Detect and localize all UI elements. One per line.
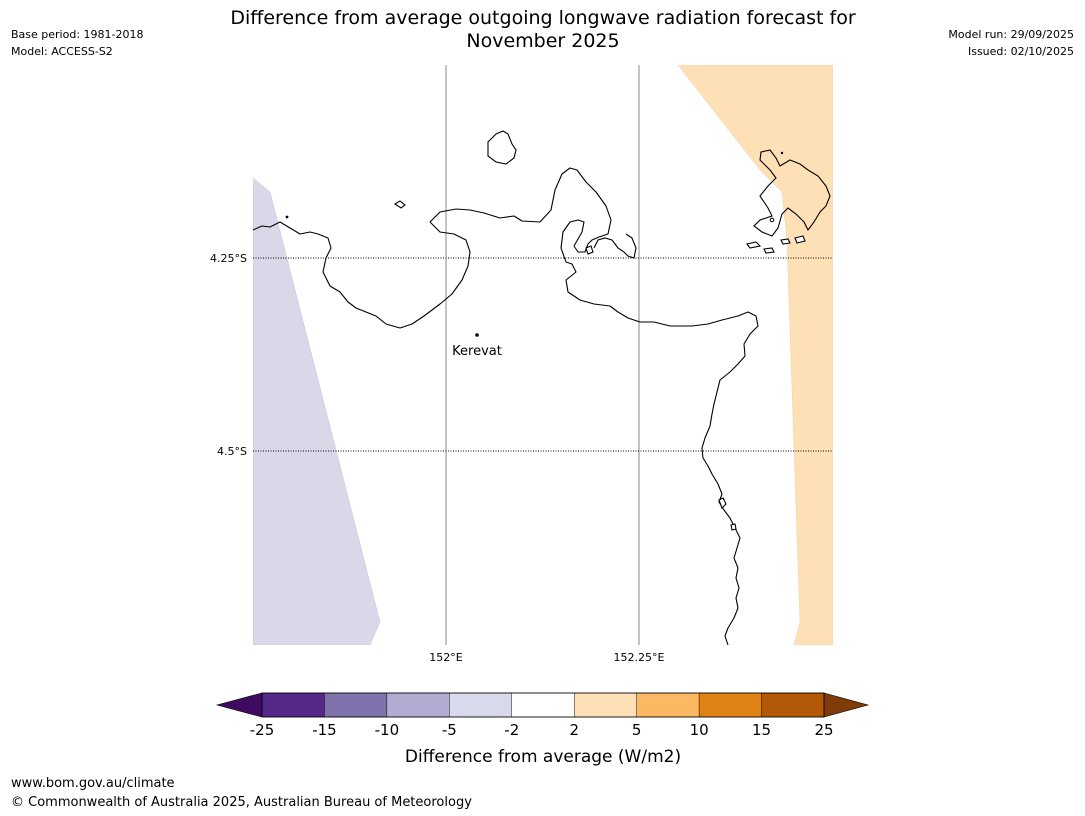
islet [769,217,775,223]
colorbar-tick-label: -2 [504,721,519,739]
footer-url[interactable]: www.bom.gov.au/climate [11,776,175,791]
colorbar-segment [761,692,825,718]
coastline [253,167,759,645]
colorbar-tick-label: 25 [814,721,833,739]
colorbar-label: Difference from average (W/m2) [405,747,681,767]
model-run-text: Model run: 29/09/2025 [948,28,1074,41]
positive-anomaly-region [677,65,833,645]
map-panel: Kerevat [253,65,833,645]
island [794,235,806,244]
colorbar: -25 -15 -10 -5 -2 2 5 10 15 25 [215,692,870,739]
colorbar-segment [511,692,575,718]
map-figure: Kerevat 4.25°S 4.5°S 152°E 152.25°E -25-… [210,65,870,767]
kerevat-label: Kerevat [452,344,502,359]
meta-left: Base period: 1981-2018 Model: ACCESS-S2 [11,26,143,60]
model-text: Model: ACCESS-S2 [11,45,113,58]
colorbar-extension-high [823,692,870,718]
longitude-label: 152°E [429,651,462,664]
meta-right: Model run: 29/09/2025 Issued: 02/10/2025 [948,26,1074,60]
base-period-text: Base period: 1981-2018 [11,28,144,41]
footer: www.bom.gov.au/climate © Commonwealth of… [11,774,472,812]
colorbar-segment [386,692,450,718]
colorbar-extension-low [215,692,263,718]
colorbar-frame [261,692,825,718]
coastline [753,149,831,237]
colorbar-tick-label: -10 [375,721,400,739]
colorbar-segment [449,692,512,718]
island [718,497,727,509]
islet [285,215,289,219]
colorbar-tick-label: 10 [690,721,709,739]
colorbar-tick-label: -15 [312,721,337,739]
colorbar-tick-label: -25 [250,721,275,739]
issued-text: Issued: 02/10/2025 [967,45,1074,58]
island [763,247,775,254]
island [730,523,737,531]
title-line-2: November 2025 [466,30,620,52]
colorbar-segment [698,692,762,718]
colorbar-tick-label: -5 [442,721,457,739]
colorbar-segment [636,692,700,718]
island [585,245,594,255]
colorbar-segment [324,692,388,718]
islet [780,151,784,155]
colorbar-segment [574,692,637,718]
colorbar-segment [261,692,325,718]
island [487,130,517,165]
island [393,200,406,209]
negative-anomaly-region [253,177,381,645]
copyright-text: © Commonwealth of Australia 2025, Austra… [11,795,472,810]
latitude-label: 4.25°S [210,252,247,265]
chart-title: Difference from average outgoing longwav… [193,7,893,53]
longitude-label: 152.25°E [614,651,665,664]
latitude-label: 4.5°S [217,445,247,458]
title-line-1: Difference from average outgoing longwav… [230,7,856,29]
island [780,238,791,245]
colorbar-tick-label: 15 [752,721,771,739]
kerevat-marker [475,333,479,337]
colorbar-tick-label: 2 [569,721,579,739]
colorbar-tick-label: 5 [632,721,642,739]
coastline [593,233,637,259]
island [746,241,762,249]
